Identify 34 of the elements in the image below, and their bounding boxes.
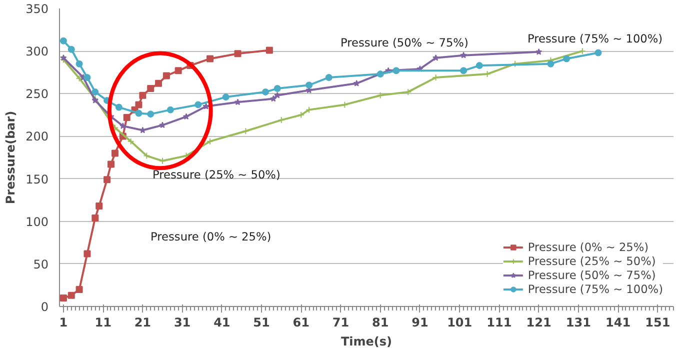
- y-tick-label: 50: [33, 257, 49, 272]
- x-tick-label: 111: [486, 316, 512, 330]
- x-tick-label: 51: [253, 316, 270, 330]
- x-tick-label: 81: [372, 316, 389, 330]
- annotation: Pressure (50% ~ 75%): [340, 36, 468, 50]
- x-tick-label: 31: [174, 316, 191, 330]
- x-axis-title: Time(s): [340, 334, 392, 348]
- y-tick-label: 250: [26, 87, 48, 102]
- y-tick-label: 200: [26, 130, 48, 144]
- x-tick-label: 121: [526, 316, 552, 330]
- x-tick-label: 91: [412, 316, 428, 330]
- x-tick-label: 21: [134, 316, 152, 330]
- x-tick-label: 151: [645, 316, 670, 330]
- x-tick-label: 61: [292, 316, 310, 330]
- y-axis-title: Pressure(bar): [4, 110, 18, 204]
- y-tick-label: 100: [26, 214, 48, 229]
- legend-label: Pressure (0% ~ 25%): [528, 240, 649, 254]
- legend-label: Pressure (25% ~ 50%): [528, 254, 656, 268]
- annotation: Pressure (75% ~ 100%): [528, 32, 663, 46]
- legend-label: Pressure (50% ~ 75%): [528, 268, 656, 282]
- annotation: Pressure (25% ~ 50%): [152, 168, 280, 182]
- annotation: Pressure (0% ~ 25%): [150, 230, 272, 244]
- y-tick-label: 300: [26, 44, 48, 59]
- x-tick-label: 141: [606, 316, 631, 330]
- x-tick-label: 1: [59, 316, 68, 330]
- x-tick-label: 71: [332, 316, 350, 330]
- y-tick-label: 350: [26, 2, 48, 16]
- x-tick-label: 11: [94, 316, 112, 330]
- x-tick-label: 131: [566, 316, 591, 330]
- legend-label: Pressure (75% ~ 100%): [528, 282, 663, 296]
- y-tick-label: 150: [26, 172, 48, 186]
- x-tick-label: 101: [447, 316, 472, 330]
- y-tick-label: 0: [40, 300, 49, 314]
- x-tick-label: 41: [214, 316, 230, 330]
